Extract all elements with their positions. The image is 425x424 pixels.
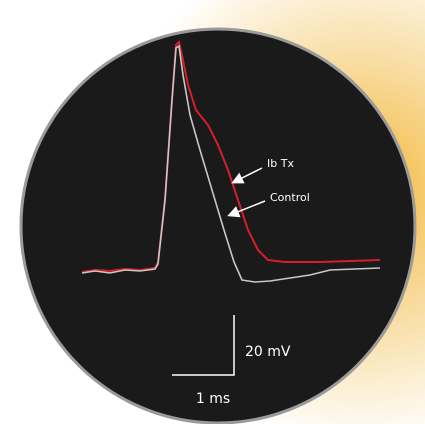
trace-label: Ib Tx xyxy=(267,157,294,170)
scale-label: 1 ms xyxy=(196,391,230,407)
figure: Ib Tx Control 20 mV 1 ms xyxy=(0,0,425,424)
trace-label: Control xyxy=(270,191,310,204)
disc xyxy=(21,29,415,423)
scale-label: 20 mV xyxy=(245,344,291,360)
page: Ib Tx Control 20 mV 1 ms (() => { const … xyxy=(0,0,425,424)
